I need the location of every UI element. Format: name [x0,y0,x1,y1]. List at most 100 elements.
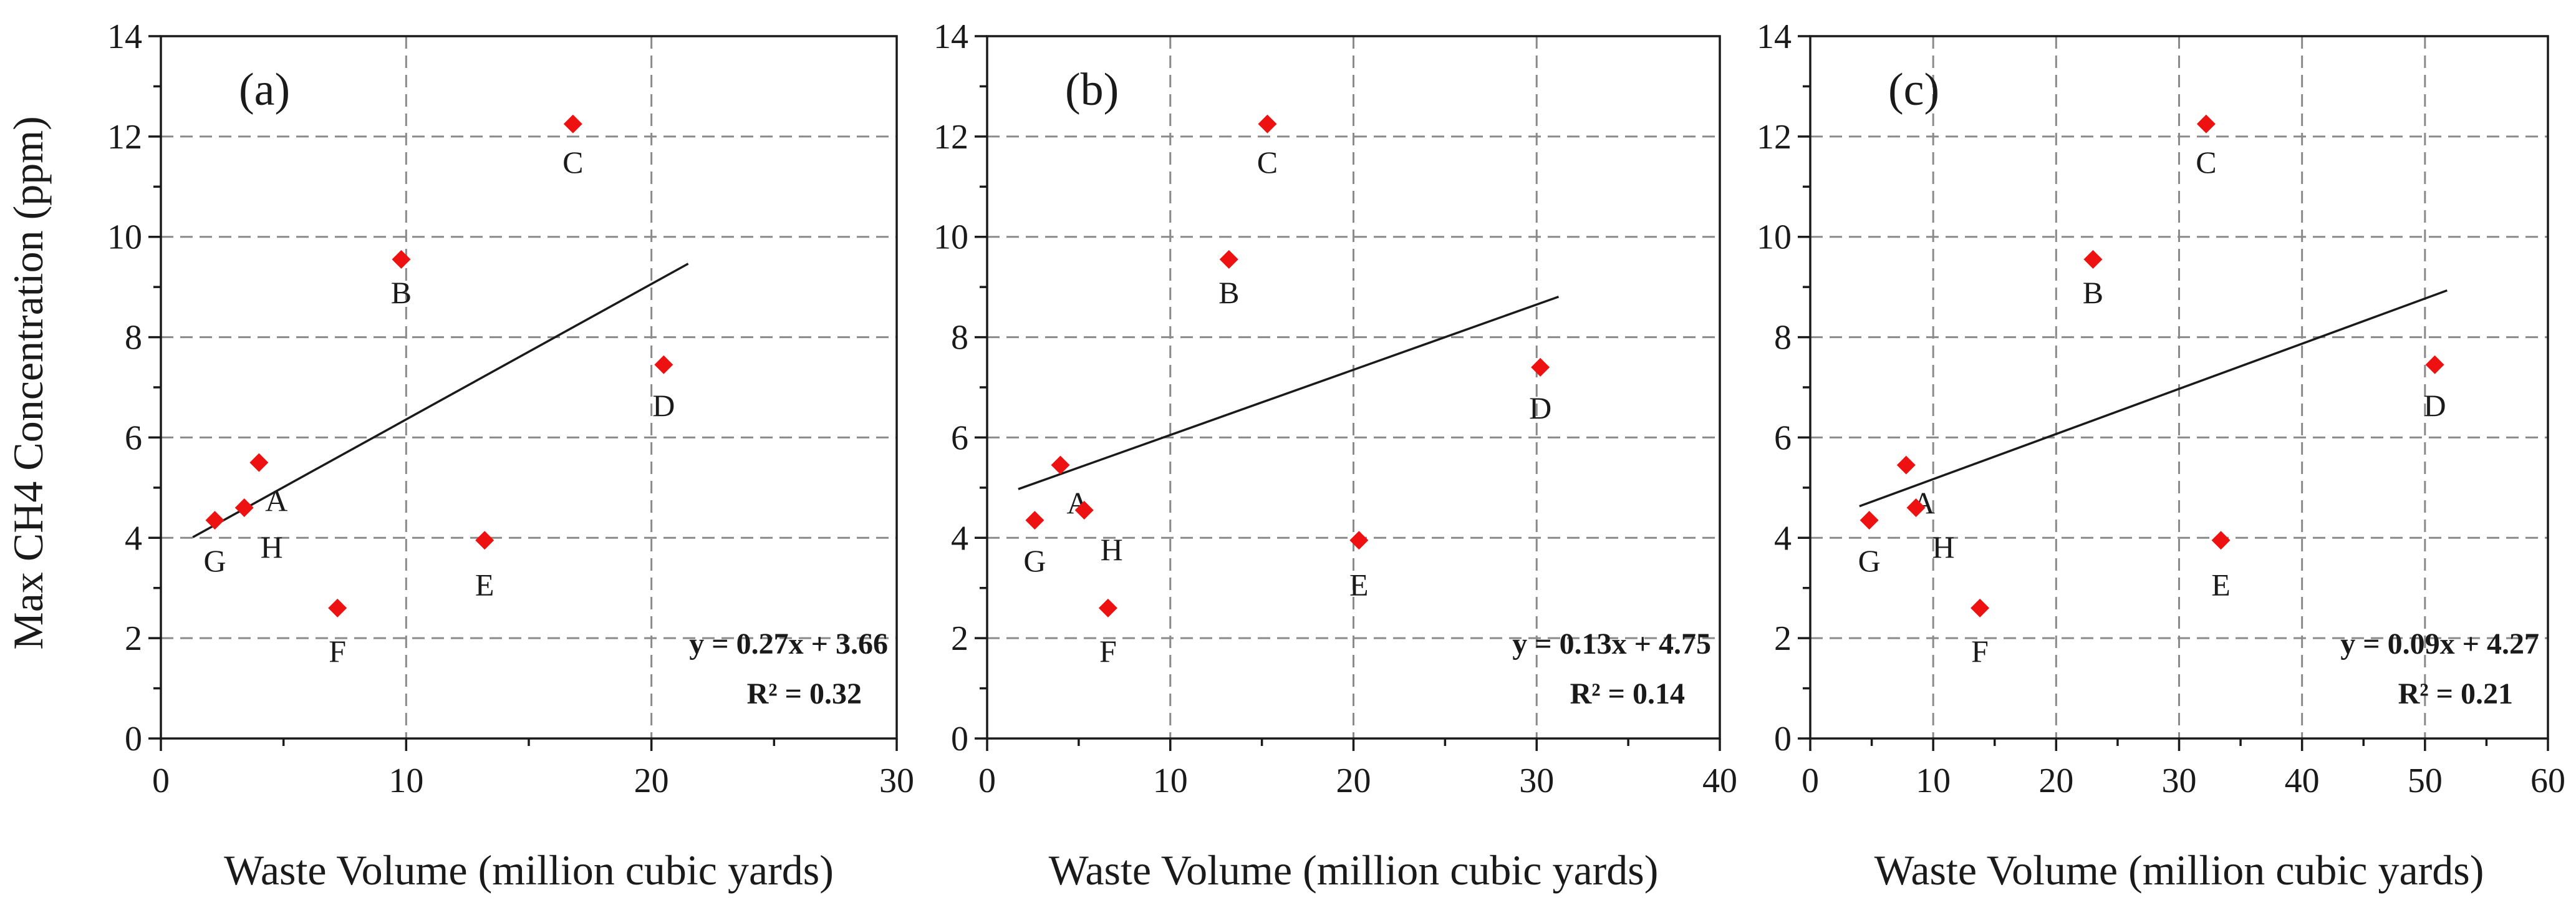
y-tick-label: 6 [951,419,968,457]
y-tick-label: 10 [1757,218,1792,257]
point-label-f: F [1971,634,1989,669]
y-tick-label: 0 [951,720,968,758]
regression-equation: y = 0.13x + 4.75 [1512,627,1711,661]
y-tick-label: 14 [1757,17,1792,56]
data-point-c [563,114,582,133]
data-point-e [475,531,494,550]
x-tick-label: 40 [1702,762,1737,800]
data-point-h [1906,498,1926,518]
y-tick-label: 12 [933,118,968,157]
data-point-e [2211,531,2231,550]
y-tick-label: 12 [107,118,142,157]
point-label-d: D [652,388,675,423]
x-tick-label: 10 [388,762,423,800]
point-label-g: G [1858,543,1881,578]
x-axis-label: Waste Volume (million cubic yards) [1874,846,2484,894]
x-tick-label: 0 [152,762,170,800]
regression-equation: y = 0.27x + 3.66 [689,627,888,661]
panel-label: (c) [1888,64,1939,115]
panel-label: (b) [1065,64,1119,115]
y-tick-label: 12 [1757,118,1792,157]
point-label-b: B [2083,275,2103,310]
y-tick-label: 4 [951,519,968,558]
x-axis-label: Waste Volume (million cubic yards) [224,846,834,894]
y-tick-label: 0 [1774,720,1792,758]
x-tick-label: 10 [1916,762,1951,800]
data-point-h [1074,501,1094,520]
x-tick-label: 0 [1802,762,1819,800]
point-label-c: C [2196,145,2216,180]
data-point-b [392,249,411,269]
data-point-d [2425,355,2444,374]
y-tick-label: 10 [933,218,968,257]
trendline [1018,296,1560,490]
point-label-d: D [2424,388,2446,423]
y-tick-label: 0 [125,720,142,758]
x-tick-label: 10 [1153,762,1188,800]
r-squared-label: R² = 0.14 [1570,677,1685,710]
r-squared-label: R² = 0.21 [2398,677,2513,710]
trendline [192,263,689,538]
x-tick-label: 30 [1519,762,1554,800]
regression-equation: y = 0.09x + 4.27 [2340,627,2539,661]
x-tick-label: 40 [2285,762,2320,800]
point-label-e: E [2211,567,2231,602]
x-tick-label: 20 [2038,762,2073,800]
point-label-f: F [1099,634,1117,669]
point-label-c: C [1257,145,1278,180]
point-label-g: G [1023,543,1046,578]
point-label-h: H [1101,532,1123,567]
point-label-f: F [329,634,346,669]
y-tick-label: 2 [125,619,142,658]
x-axis-label: Waste Volume (million cubic yards) [1049,846,1659,894]
point-label-e: E [475,567,494,602]
y-tick-label: 14 [107,17,142,56]
data-point-d [654,355,673,374]
y-tick-label: 2 [951,619,968,658]
x-tick-label: 20 [1336,762,1371,800]
point-label-b: B [391,275,412,310]
y-tick-label: 6 [1774,419,1792,457]
point-label-h: H [1932,530,1955,564]
point-label-a: A [265,483,287,518]
x-tick-label: 60 [2530,762,2565,800]
y-tick-label: 4 [1774,519,1792,558]
panel-b: 0 2 4 6 8 10 12 14 0 10 20 30 40 Waste Volume (millio… [933,17,1737,894]
y-tick-label: 6 [125,419,142,457]
data-point-a [249,453,269,472]
x-tick-label: 30 [879,762,914,800]
point-label-e: E [1349,567,1369,602]
x-tick-label: 50 [2408,762,2443,800]
point-label-b: B [1218,275,1239,310]
data-point-f [1971,598,1990,617]
r-squared-label: R² = 0.32 [747,677,862,710]
trendline [1859,289,2448,508]
y-tick-label: 8 [125,319,142,357]
data-point-g [205,511,224,530]
x-tick-label: 20 [634,762,669,800]
x-tick-label: 30 [2162,762,2197,800]
data-point-d [1531,357,1550,377]
data-point-h [234,498,254,518]
data-point-g [1025,511,1044,530]
panel-a: 0 2 4 6 8 10 12 14 0 10 20 30 Waste Volume (million … [107,17,914,894]
y-tick-label: 8 [1774,319,1792,357]
point-label-g: G [203,543,226,578]
point-label-h: H [261,530,283,564]
point-label-c: C [562,145,583,180]
data-point-f [328,598,347,617]
y-tick-label: 2 [1774,619,1792,658]
y-tick-label: 14 [933,17,968,56]
y-tick-label: 10 [107,218,142,257]
data-point-c [1258,114,1277,133]
data-point-g [1860,511,1879,530]
y-tick-label: 4 [125,519,142,558]
data-point-f [1098,598,1117,617]
data-point-a [1896,455,1916,475]
data-point-e [1349,531,1369,550]
data-point-c [2196,114,2216,133]
data-point-b [1219,249,1238,269]
data-point-a [1051,455,1070,475]
y-tick-label: 8 [951,319,968,357]
